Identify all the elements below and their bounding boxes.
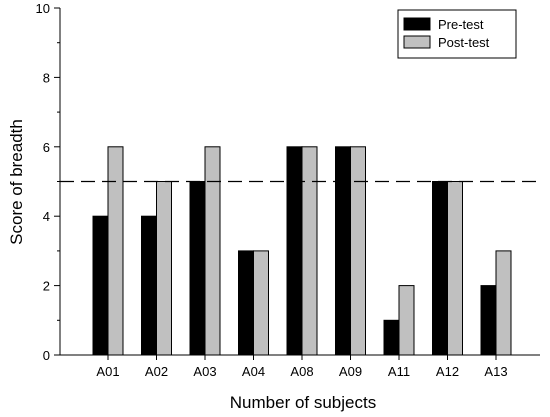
- x-tick-label: A02: [145, 364, 168, 379]
- legend-swatch: [403, 17, 431, 31]
- bar-pre-test-a08: [286, 146, 303, 356]
- bar-pre-test-a02: [141, 215, 157, 356]
- legend-label: Post-test: [438, 35, 490, 50]
- bar-pre-test-a04: [238, 250, 254, 356]
- bar-post-test-a02: [156, 181, 172, 356]
- y-tick-label: 2: [43, 279, 50, 294]
- bar-post-test-a13: [495, 250, 512, 356]
- x-tick-label: A12: [436, 364, 459, 379]
- axes-layer: A01 A02 A03 A04 A08 A09 A11 A12 A13 0 2 4 6 8 10: [36, 1, 540, 379]
- legend-swatch: [403, 35, 431, 49]
- x-tick-label: A08: [290, 364, 313, 379]
- bar-post-test-a03: [204, 146, 221, 356]
- x-axis-title: Number of subjects: [230, 393, 376, 412]
- x-tick-label: A04: [242, 364, 265, 379]
- y-tick-label: 8: [43, 70, 50, 85]
- bar-pre-test-a11: [383, 319, 400, 356]
- bar-pre-test-a03: [189, 181, 206, 356]
- x-tick-label: A11: [388, 364, 410, 379]
- bar-post-test-a08: [301, 146, 318, 356]
- y-tick-label: 0: [43, 348, 50, 363]
- legend-label: Pre-test: [438, 17, 484, 32]
- bar-pre-test-a01: [92, 215, 109, 356]
- bar-post-test-a09: [350, 146, 366, 356]
- x-tick-label: A09: [339, 364, 362, 379]
- bar-post-test-a04: [253, 250, 269, 356]
- bar-pre-test-a09: [335, 146, 351, 356]
- y-tick-label: 10: [36, 1, 50, 16]
- x-tick-label: A13: [484, 364, 507, 379]
- y-tick-label: 4: [43, 209, 50, 224]
- x-tick-label: A03: [193, 364, 216, 379]
- x-tick-label: A01: [96, 364, 119, 379]
- bar-post-test-a01: [107, 146, 124, 356]
- bar-post-test-a11: [398, 285, 415, 356]
- bar-post-test-a12: [447, 181, 463, 356]
- y-axis-title: Score of breadth: [7, 119, 26, 245]
- bar-pre-test-a12: [432, 181, 448, 356]
- bar-pre-test-a13: [480, 285, 497, 356]
- legend: Pre-test Post-test: [397, 9, 517, 59]
- bars-layer: [92, 146, 512, 356]
- y-tick-label: 6: [43, 140, 50, 155]
